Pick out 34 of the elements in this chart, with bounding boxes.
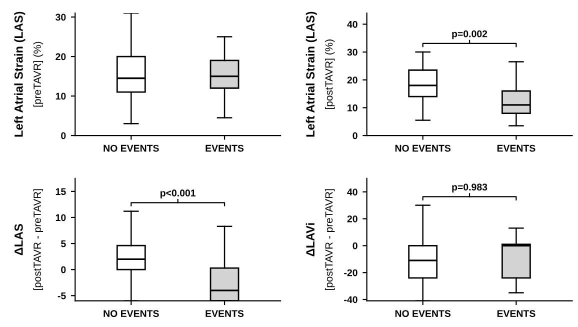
- y-tick-label: 30: [347, 48, 358, 56]
- y-tick-label: 10: [348, 104, 358, 112]
- y-tick-label: 5: [61, 240, 66, 248]
- annotation: p=0.983: [452, 184, 488, 192]
- x-tick-label: EVENTS: [206, 310, 244, 318]
- y-tick-label: 0: [352, 132, 358, 140]
- y-tick-label: 0: [61, 132, 66, 140]
- y-axis-title: Left Atrial Strain (LAS) [postTAVR] (%): [306, 12, 335, 137]
- y-tick-label: 20: [347, 215, 358, 222]
- y-axis-title: ΔLAS [postTAVR - preTAVR]: [14, 189, 44, 290]
- y-axis-title: ΔLAVi [postTAVR - preTAVR]: [306, 189, 335, 290]
- y-tick-label: -5: [58, 292, 66, 300]
- x-tick-label: NO EVENTS: [104, 310, 159, 318]
- y-tick-label: 0: [61, 266, 66, 274]
- y-tick-label: 20: [56, 53, 66, 60]
- x-tick-label: NO EVENTS: [395, 310, 451, 318]
- annotation: p<0.001: [160, 190, 196, 198]
- y-tick-label: 30: [56, 14, 66, 21]
- y-tick-label: -40: [344, 296, 358, 304]
- y-axis-title: Left Atrial Strain (LAS) [preTAVR] (%): [14, 12, 44, 137]
- y-tick-label: 15: [56, 188, 66, 196]
- y-tick-label: 10: [56, 214, 66, 222]
- x-tick-label: EVENTS: [497, 310, 536, 318]
- y-tick-label: 10: [56, 92, 66, 100]
- x-tick-label: EVENTS: [497, 144, 536, 152]
- y-tick-label: 40: [347, 188, 358, 196]
- x-tick-label: NO EVENTS: [395, 144, 451, 152]
- x-tick-label: EVENTS: [206, 144, 244, 152]
- x-tick-label: NO EVENTS: [104, 144, 159, 152]
- y-tick-label: 0: [352, 242, 358, 250]
- y-tick-label: -20: [344, 269, 358, 276]
- annotation: p=0.002: [452, 30, 488, 40]
- y-tick-label: 20: [347, 76, 358, 84]
- y-tick-label: 40: [347, 20, 358, 28]
